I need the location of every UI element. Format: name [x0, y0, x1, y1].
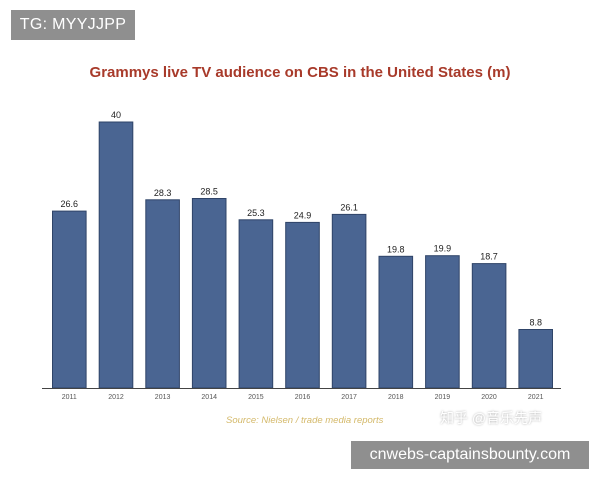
data-label-2019: 19.9	[434, 244, 452, 254]
bar-2013	[145, 199, 180, 389]
data-label-2013: 28.3	[154, 188, 172, 198]
data-label-2015: 25.3	[247, 208, 265, 218]
bar-2018	[378, 255, 414, 389]
data-label-2020: 18.7	[480, 252, 498, 262]
x-tick-2019: 2019	[435, 394, 451, 401]
x-tick-2018: 2018	[388, 394, 404, 401]
zhihu-watermark: 知乎 @音乐先声	[440, 410, 543, 426]
x-tick-2013: 2013	[155, 394, 171, 401]
data-label-2012: 40	[111, 110, 121, 120]
x-tick-2020: 2020	[481, 394, 497, 401]
bar-2017	[331, 213, 367, 389]
bar-2011	[52, 210, 87, 389]
x-tick-2014: 2014	[201, 394, 217, 401]
data-label-2014: 28.5	[200, 187, 218, 197]
bar-2012	[98, 121, 134, 389]
bar-2015	[238, 219, 274, 389]
x-tick-2021: 2021	[528, 394, 544, 401]
data-label-2018: 19.8	[387, 244, 405, 254]
source-note: Source: Nielsen / trade media reports	[226, 415, 384, 426]
bar-2021	[518, 329, 554, 389]
watermark-url-badge: cnwebs-captainsbounty.com	[351, 441, 589, 469]
data-label-2011: 26.6	[61, 199, 79, 209]
data-label-2017: 26.1	[340, 202, 358, 212]
x-tick-2017: 2017	[341, 394, 357, 401]
x-tick-2012: 2012	[108, 394, 124, 401]
x-tick-2011: 2011	[62, 394, 77, 401]
x-tick-2015: 2015	[248, 394, 264, 401]
bar-2016	[285, 221, 320, 389]
data-label-2021: 8.8	[529, 318, 542, 328]
bar-2020	[471, 263, 507, 389]
x-tick-2016: 2016	[295, 394, 311, 401]
bar-2014	[191, 198, 227, 389]
watermark-tag-badge: TG: MYYJJPP	[11, 10, 135, 40]
chart-title: Grammys live TV audience on CBS in the U…	[89, 64, 511, 81]
data-label-2016: 24.9	[294, 210, 312, 220]
bar-2019	[425, 255, 460, 389]
